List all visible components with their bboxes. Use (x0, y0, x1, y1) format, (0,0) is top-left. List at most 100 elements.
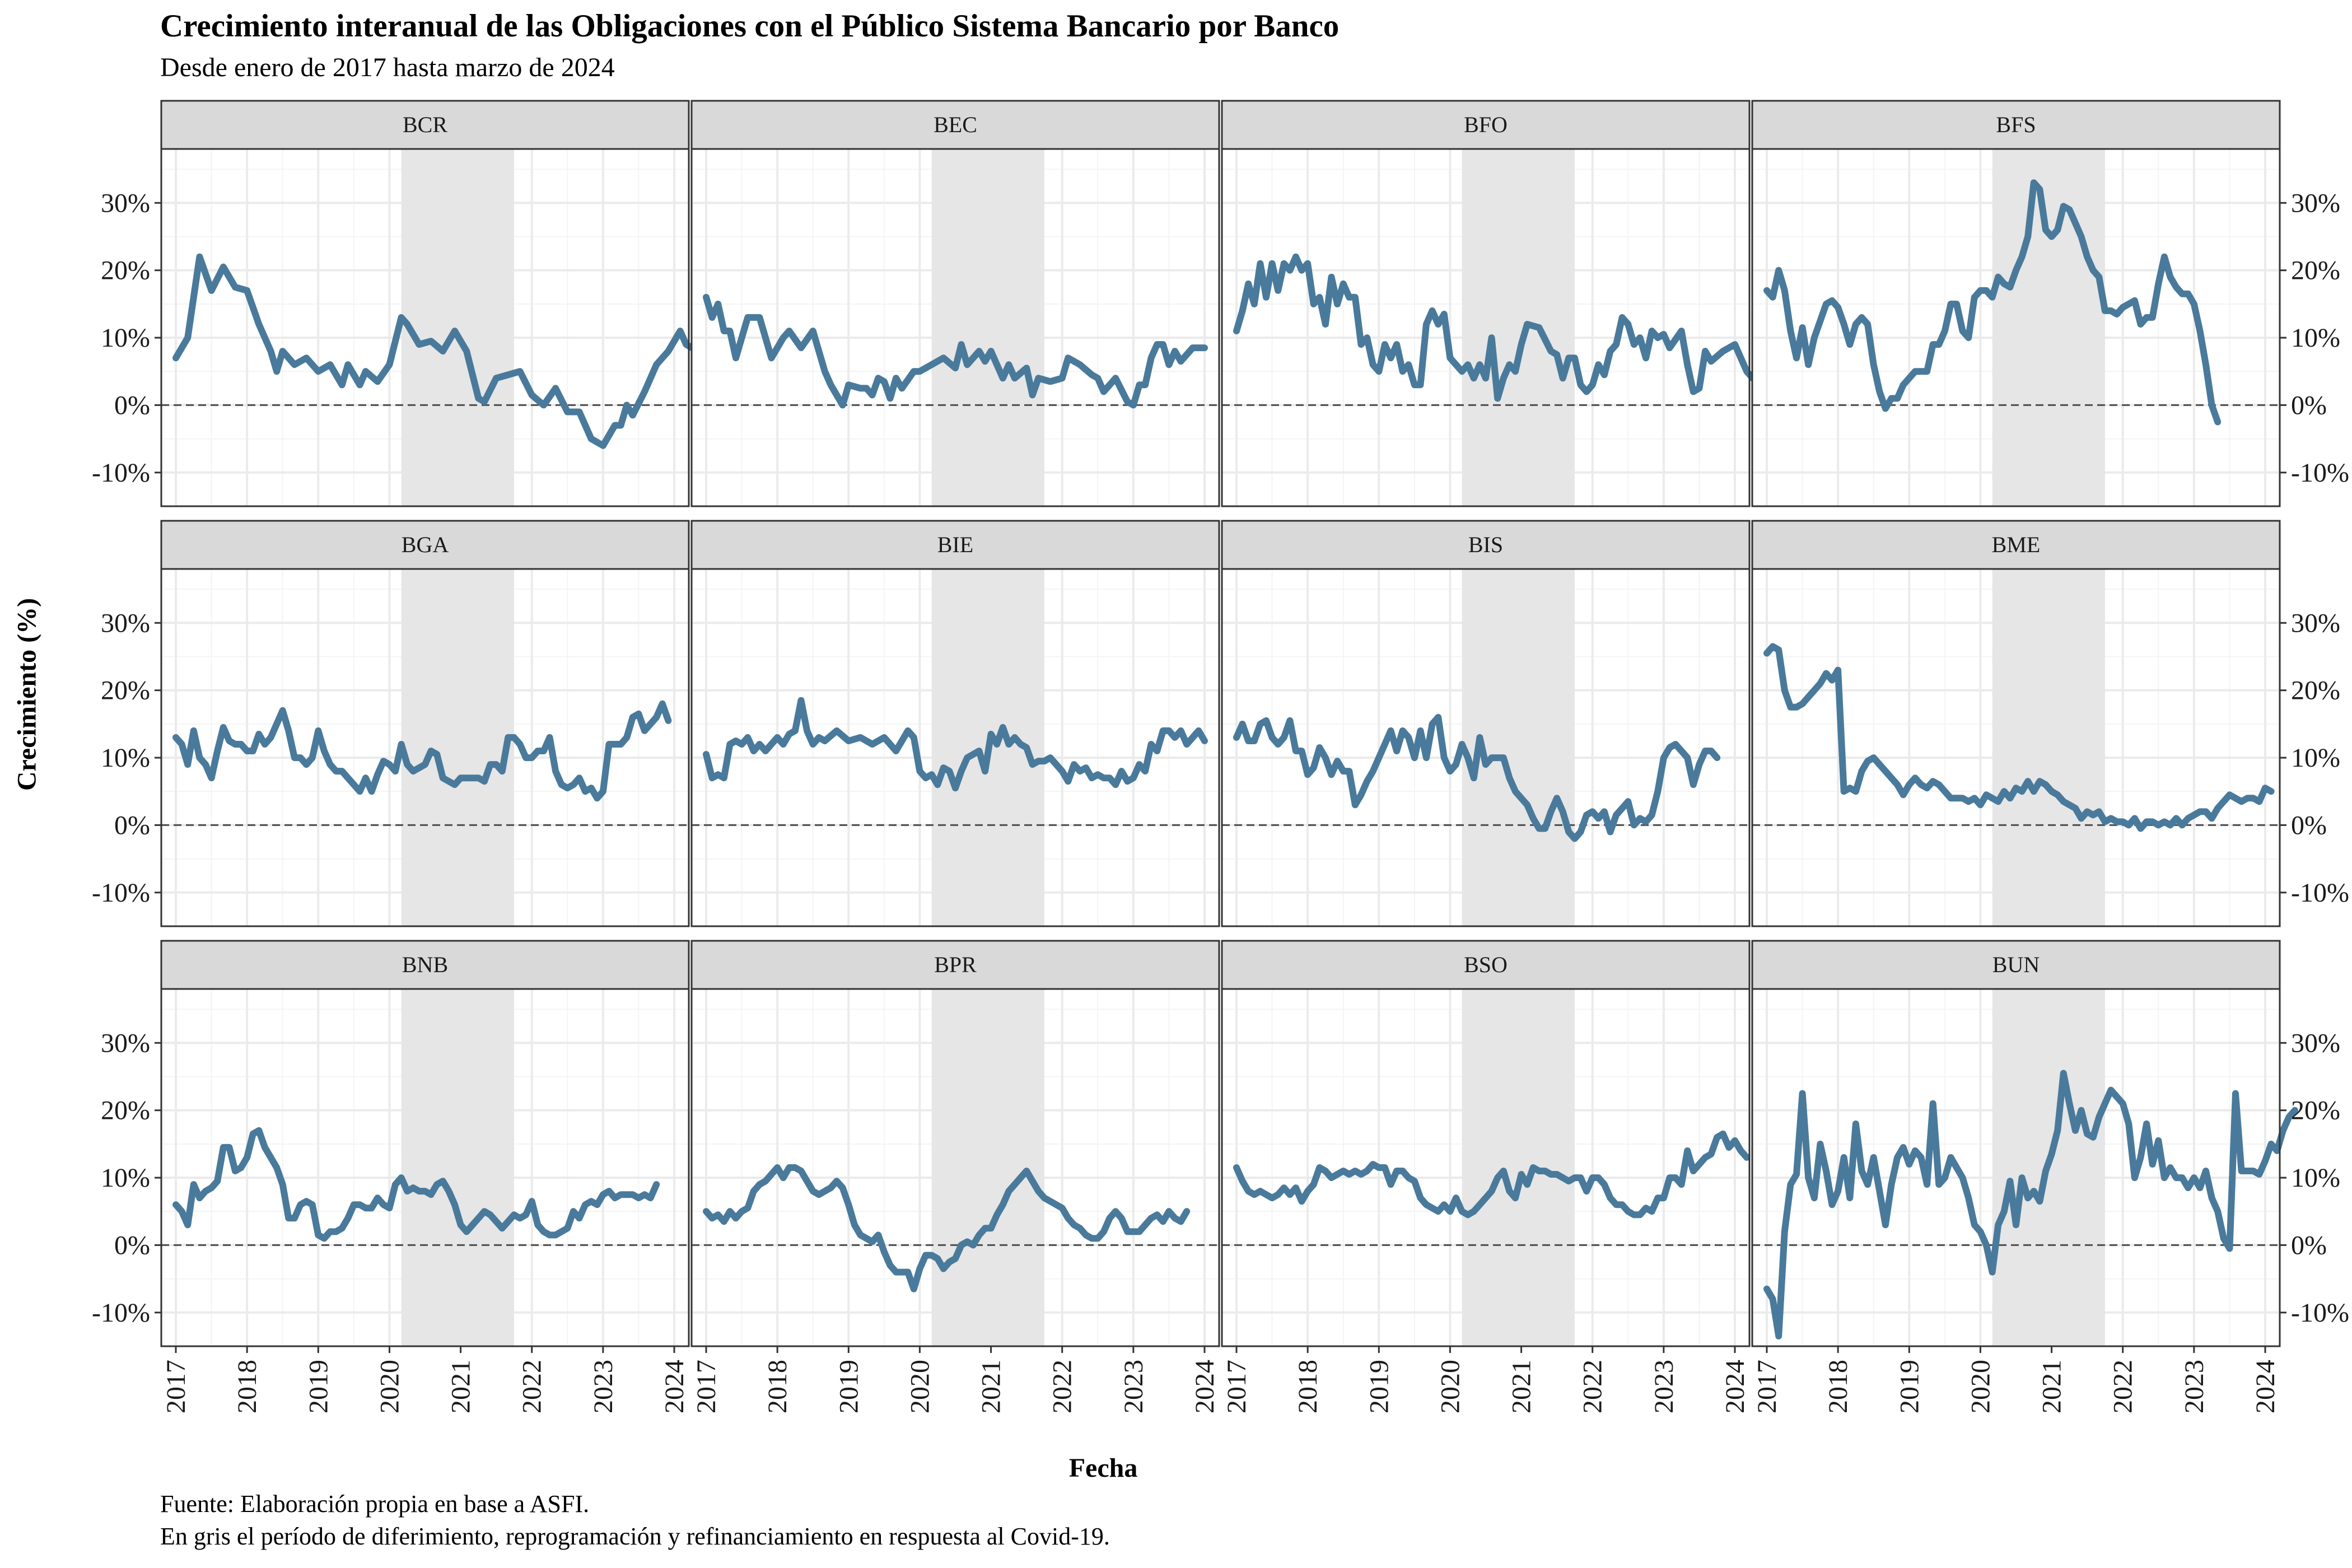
y-tick-label: -10% (2291, 458, 2349, 488)
x-tick-label: 2022 (1578, 1360, 1608, 1413)
panel-border (160, 988, 690, 1347)
x-tick-label: 2024 (1720, 1360, 1750, 1413)
y-tick-label: 10% (2291, 1163, 2340, 1193)
x-tick-label: 2018 (763, 1360, 792, 1413)
x-tick-label: 2023 (1649, 1360, 1679, 1413)
covid-shaded-period (1462, 149, 1575, 506)
x-tick-label: 2023 (1119, 1360, 1149, 1413)
facet-strip-label: BCR (403, 112, 447, 137)
facet-bfo: BFO (1221, 100, 1768, 507)
facet-strip (1221, 520, 1751, 570)
y-tick-label: 30% (2291, 188, 2340, 218)
x-tick-label: 2022 (2108, 1360, 2138, 1413)
facet-strip (1751, 520, 2281, 570)
x-tick-label: 2022 (517, 1360, 547, 1413)
series-line-bfs (1763, 179, 2222, 426)
x-axis-label: Fecha (1068, 1453, 1138, 1483)
y-tick-label: 0% (114, 1230, 150, 1260)
y-tick-label: 20% (2291, 676, 2340, 706)
chart-subtitle: Desde enero de 2017 hasta marzo de 2024 (160, 53, 615, 82)
facet-strip-label: BFO (1464, 112, 1508, 137)
covid-shaded-period (931, 989, 1044, 1346)
series-line-bpr (703, 1164, 1191, 1292)
y-tick-label: 0% (114, 810, 150, 840)
x-tick-label: 2020 (1435, 1360, 1465, 1413)
facet-bso: BSO 2017 2018 2019 2020 2021 2022 2023 2024 (1221, 940, 1751, 1413)
x-tick-label: 2023 (589, 1360, 618, 1413)
x-tick-label: 2021 (2037, 1360, 2067, 1413)
y-tick-label: 0% (2291, 390, 2327, 420)
facet-bec: BEC (690, 100, 1220, 507)
series-line-bis (1233, 713, 1721, 842)
x-tick-label: 2023 (2180, 1360, 2209, 1413)
facet-strip-label: BME (1992, 532, 2041, 557)
chart-title: Crecimiento interanual de las Obligacion… (160, 8, 1340, 44)
y-tick-label: -10% (92, 1298, 150, 1328)
panel-border (1221, 988, 1751, 1347)
panel-border (1221, 148, 1751, 507)
facet-strip (690, 940, 1220, 990)
series-line-bun (1763, 1070, 2298, 1340)
facet-bis: BIS (1221, 520, 1751, 927)
x-tick-label: 2020 (905, 1360, 935, 1413)
x-tick-label: 2019 (1364, 1360, 1394, 1413)
panel-border (690, 148, 1220, 507)
facet-bpr: BPR 2017 2018 2019 2020 2021 2022 2023 2024 (690, 940, 1220, 1413)
x-tick-label: 2022 (1048, 1360, 1077, 1413)
facet-strip (690, 520, 1220, 570)
facet-strip-label: BFS (1996, 112, 2036, 137)
series-line-bme (1763, 643, 2275, 832)
y-tick-label: 30% (101, 608, 150, 638)
facet-bnb: BNB -10% 0% 10% 20% 30% 2017 2018 2019 2020 2021 20… (92, 940, 690, 1413)
caption-note: En gris el período de diferimiento, repr… (160, 1523, 1110, 1550)
x-tick-label: 2020 (1966, 1360, 1995, 1413)
series-line-bcr (172, 253, 707, 449)
facet-strip-label: BIE (937, 532, 973, 557)
covid-shaded-period (1462, 989, 1575, 1346)
y-tick-label: 20% (2291, 1096, 2340, 1126)
x-tick-label: 2018 (1293, 1360, 1323, 1413)
x-tick-label: 2020 (375, 1360, 404, 1413)
x-tick-label: 2021 (1507, 1360, 1537, 1413)
y-tick-label: 20% (101, 1096, 150, 1126)
covid-shaded-period (401, 569, 514, 926)
x-tick-label: 2017 (692, 1360, 721, 1413)
facet-strip-label: BSO (1464, 952, 1508, 977)
facet-strip (1221, 100, 1751, 150)
series-line-bec (703, 293, 1208, 409)
facet-bga: BGA -10% 0% 10% 20% 30% (92, 520, 690, 927)
y-tick-label: 0% (114, 390, 150, 420)
covid-shaded-period (1992, 149, 2105, 506)
y-tick-label: 30% (101, 188, 150, 218)
facet-bfs: BFS -10% 0% 10% 20% 30% (1751, 100, 2349, 507)
facet-strip-label: BIS (1468, 532, 1503, 557)
x-tick-label: 2024 (660, 1360, 689, 1413)
y-tick-label: 20% (2291, 256, 2340, 286)
x-tick-label: 2021 (446, 1360, 476, 1413)
series-line-bga (172, 700, 672, 802)
x-tick-label: 2024 (1190, 1360, 1220, 1413)
panel-border (160, 568, 690, 927)
panel-border (1751, 148, 2281, 507)
x-tick-label: 2018 (232, 1360, 262, 1413)
series-line-bso (1233, 1130, 1751, 1219)
y-tick-label: 30% (2291, 1028, 2340, 1058)
x-tick-label: 2017 (1752, 1360, 1782, 1413)
y-tick-label: 20% (101, 256, 150, 286)
y-axis-label: Crecimiento (%) (12, 598, 42, 791)
y-tick-label: -10% (92, 878, 150, 908)
y-tick-label: 10% (101, 1163, 150, 1193)
y-tick-label: 0% (2291, 810, 2327, 840)
caption-source: Fuente: Elaboración propia en base a ASF… (160, 1490, 590, 1518)
y-tick-label: 0% (2291, 1230, 2327, 1260)
facet-strip-label: BPR (934, 952, 977, 977)
facet-bun: BUN -10% 0% 10% 20% 30% 2017 2018 2019 2020 2021 20… (1751, 940, 2349, 1413)
series-line-bie (703, 697, 1208, 792)
facet-strip-label: BGA (402, 532, 449, 557)
covid-shaded-period (931, 149, 1044, 506)
panel-border (160, 148, 690, 507)
x-tick-label: 2019 (1894, 1360, 1924, 1413)
x-tick-label: 2019 (834, 1360, 864, 1413)
y-tick-label: -10% (2291, 878, 2349, 908)
